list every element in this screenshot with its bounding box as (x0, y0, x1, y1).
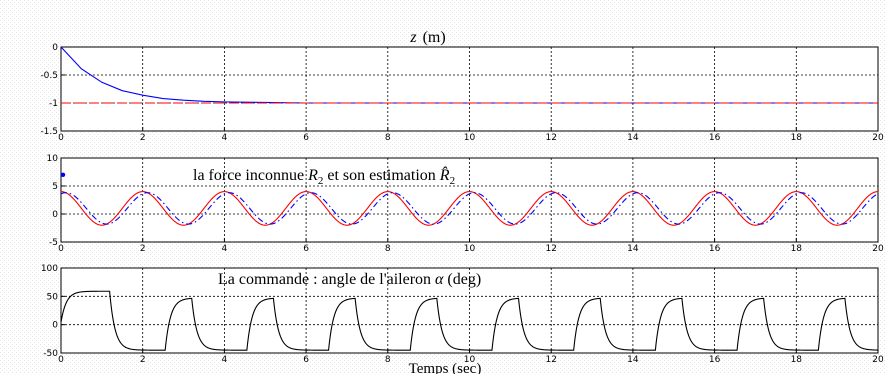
y-tick-label: 100 (41, 264, 58, 274)
x-tick-label: 12 (545, 355, 556, 365)
y-tick-label: -5 (49, 238, 58, 248)
title-z: z (m) (409, 29, 445, 46)
series-z (60, 46, 878, 104)
y-tick-label: 0 (52, 321, 58, 331)
x-tick-label: 8 (385, 133, 391, 143)
x-tick-label: 8 (385, 355, 391, 365)
title-command-text: La commande : angle de l'aileron (218, 271, 435, 288)
panel-z: 0 2 4 6 8 10 12 14 16 18 20 -1.5 -1 -0.5 0 z (m) (40, 29, 884, 143)
plot-area-command (60, 267, 879, 354)
x-tick-label: 6 (303, 244, 309, 254)
x-tick-label: 8 (385, 244, 391, 254)
y-tick-label: -0.5 (40, 71, 58, 81)
x-tick-label: 14 (627, 355, 639, 365)
x-tick-label: 18 (791, 355, 803, 365)
x-tick-label: 0 (58, 244, 64, 254)
series-command (60, 290, 878, 351)
x-tick-label: 18 (791, 244, 803, 254)
y-tick-label: 50 (47, 292, 59, 302)
x-tick-label: 4 (222, 133, 228, 143)
title-force-prefix: la force inconnue (193, 167, 308, 184)
x-tick-label: 6 (303, 133, 309, 143)
x-tick-label: 20 (872, 355, 884, 365)
y-tick-label: 0 (52, 210, 58, 220)
x-tick-label: 0 (58, 133, 64, 143)
y-tick-label: 0 (52, 43, 58, 53)
series-line (60, 290, 878, 351)
y-tick-label: -1.5 (40, 127, 58, 137)
x-tick-label: 10 (464, 244, 476, 254)
grid-force (61, 158, 878, 242)
x-tick-label: 10 (464, 355, 476, 365)
title-force: la force inconnue R2 et son estimation R… (193, 165, 455, 187)
x-tick-label: 12 (545, 133, 556, 143)
title-z-var: z (409, 29, 417, 46)
title-command: La commande : angle de l'aileron α (deg) (218, 271, 481, 288)
x-tick-label: 20 (872, 133, 884, 143)
x-tick-label: 16 (709, 133, 721, 143)
series-line (60, 191, 879, 226)
x-tick-label: 16 (709, 355, 721, 365)
x-tick-label: 14 (627, 133, 639, 143)
ticks-z: 0 2 4 6 8 10 12 14 16 18 20 -1.5 -1 -0.5 0 (40, 43, 884, 143)
x-axis-label: Temps (sec) (409, 361, 482, 374)
x-tick-label: 18 (791, 133, 803, 143)
x-tick-label: 4 (222, 244, 228, 254)
x-tick-label: 2 (140, 355, 146, 365)
y-tick-label: 5 (52, 182, 58, 192)
title-force-rhat: R̂ (439, 165, 450, 184)
series-line (60, 192, 879, 225)
y-tick-label: 10 (47, 154, 59, 164)
y-tick-label: -50 (43, 349, 58, 359)
x-tick-label: 2 (140, 133, 146, 143)
title-command-unit: (deg) (443, 271, 481, 288)
x-tick-label: 6 (303, 355, 309, 365)
title-force-mid: et son estimation (323, 167, 439, 184)
y-tick-label: -1 (49, 99, 58, 109)
x-tick-label: 12 (545, 244, 556, 254)
x-tick-label: 16 (709, 244, 721, 254)
grid-command (61, 268, 878, 353)
title-force-sub: 2 (318, 175, 324, 187)
title-force-r: R (307, 167, 318, 184)
x-tick-label: 2 (140, 244, 146, 254)
x-tick-label: 10 (464, 133, 476, 143)
series-line (60, 46, 878, 104)
title-force-sub2: 2 (450, 175, 456, 187)
series-force (60, 172, 879, 226)
x-tick-label: 0 (58, 355, 64, 365)
title-z-unit: (m) (423, 29, 446, 46)
x-tick-label: 20 (872, 244, 884, 254)
x-tick-label: 4 (222, 355, 228, 365)
series-marker (60, 172, 66, 177)
x-tick-label: 14 (627, 244, 639, 254)
title-command-alpha: α (435, 271, 444, 288)
